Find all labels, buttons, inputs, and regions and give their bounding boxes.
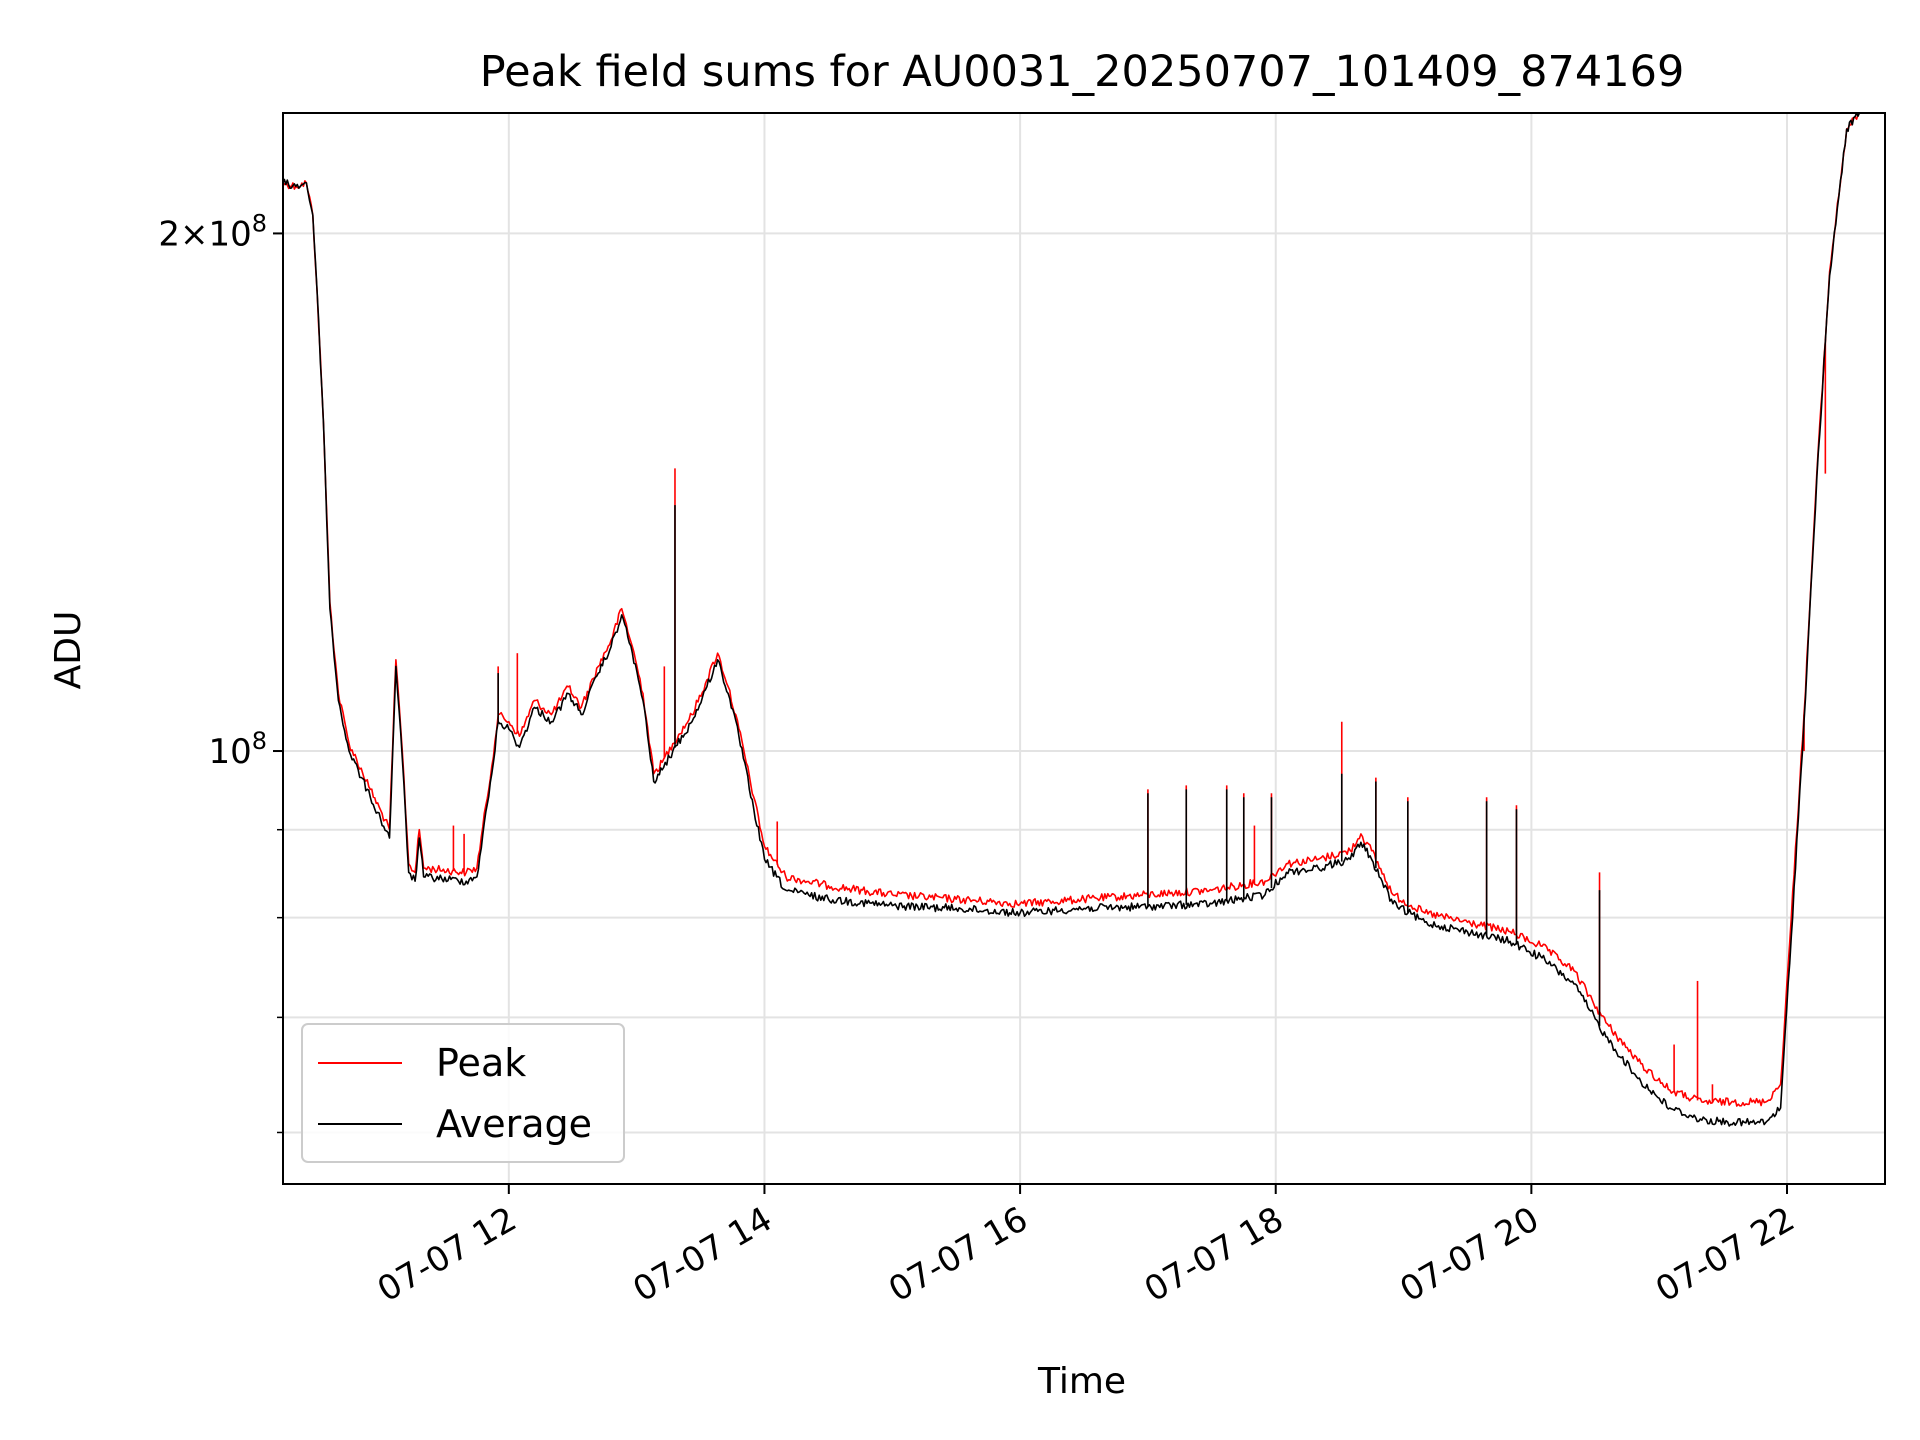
legend: Peak Average bbox=[301, 1023, 625, 1163]
legend-label-average: Average bbox=[436, 1102, 592, 1146]
y-tick-label: 2×108 bbox=[158, 209, 267, 254]
legend-box bbox=[301, 1023, 625, 1163]
series-line-average bbox=[283, 113, 1861, 1127]
series-average bbox=[283, 113, 1861, 1127]
plot-area bbox=[283, 113, 1861, 1127]
y-axis-label: ADU bbox=[48, 611, 89, 690]
legend-label-peak: Peak bbox=[436, 1041, 526, 1085]
x-axis-label: Time bbox=[1037, 1361, 1126, 1402]
y-tick-label: 108 bbox=[208, 727, 267, 772]
chart-title: Peak field sums for AU0031_20250707_1014… bbox=[480, 47, 1685, 97]
series-line-peak bbox=[283, 113, 1860, 1107]
axes-frame bbox=[282, 112, 1886, 1185]
